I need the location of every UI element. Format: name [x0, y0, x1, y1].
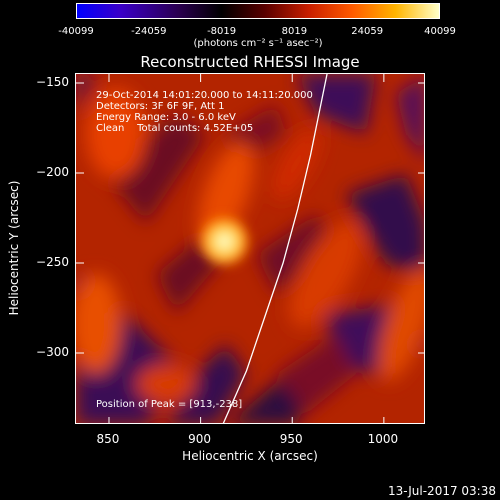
- y-tick-label: −250: [36, 255, 69, 269]
- colorbar-label: (photons cm⁻² s⁻¹ asec⁻²): [193, 38, 323, 49]
- colorbar-tick-label: 8019: [281, 26, 308, 37]
- x-axis-label: Heliocentric X (arcsec): [182, 449, 318, 463]
- heatmap-blobs: [76, 74, 424, 423]
- peak-blob: [196, 213, 253, 270]
- annotation-total-counts: Clean Total counts: 4.52E+05: [96, 123, 254, 134]
- y-tick-label: −150: [36, 75, 69, 89]
- x-tick-label: 950: [279, 432, 303, 446]
- annotation-energy-range: Energy Range: 3.0 - 6.0 keV: [96, 112, 236, 123]
- annotation-peak-position: Position of Peak = [913,-238]: [96, 399, 243, 410]
- heatmap-image: [76, 74, 424, 423]
- annotation-detectors: Detectors: 3F 6F 9F, Att 1: [96, 101, 225, 112]
- y-tick-label: −200: [36, 165, 69, 179]
- footer-timestamp: 13-Jul-2017 03:38: [387, 484, 496, 498]
- x-tick-label: 850: [96, 432, 120, 446]
- colorbar: [76, 3, 440, 19]
- y-axis-label: Heliocentric Y (arcsec): [7, 180, 21, 316]
- x-tick-label: 1000: [367, 432, 399, 446]
- y-tick-label: −300: [36, 345, 69, 359]
- solar-limb-line: [222, 74, 328, 423]
- plot-area: 29-Oct-2014 14:01:20.000 to 14:11:20.000…: [75, 73, 425, 424]
- chart-title: Reconstructed RHESSI Image: [140, 53, 360, 71]
- colorbar-tick-label: 40099: [424, 26, 456, 37]
- x-tick-label: 900: [188, 432, 212, 446]
- colorbar-tick-label: 24059: [351, 26, 384, 37]
- colorbar-tick-label: -40099: [58, 26, 94, 37]
- colorbar-tick-label: -8019: [207, 26, 237, 37]
- colorbar-tick-label: -24059: [131, 26, 167, 37]
- annotation-time-range: 29-Oct-2014 14:01:20.000 to 14:11:20.000: [96, 90, 313, 101]
